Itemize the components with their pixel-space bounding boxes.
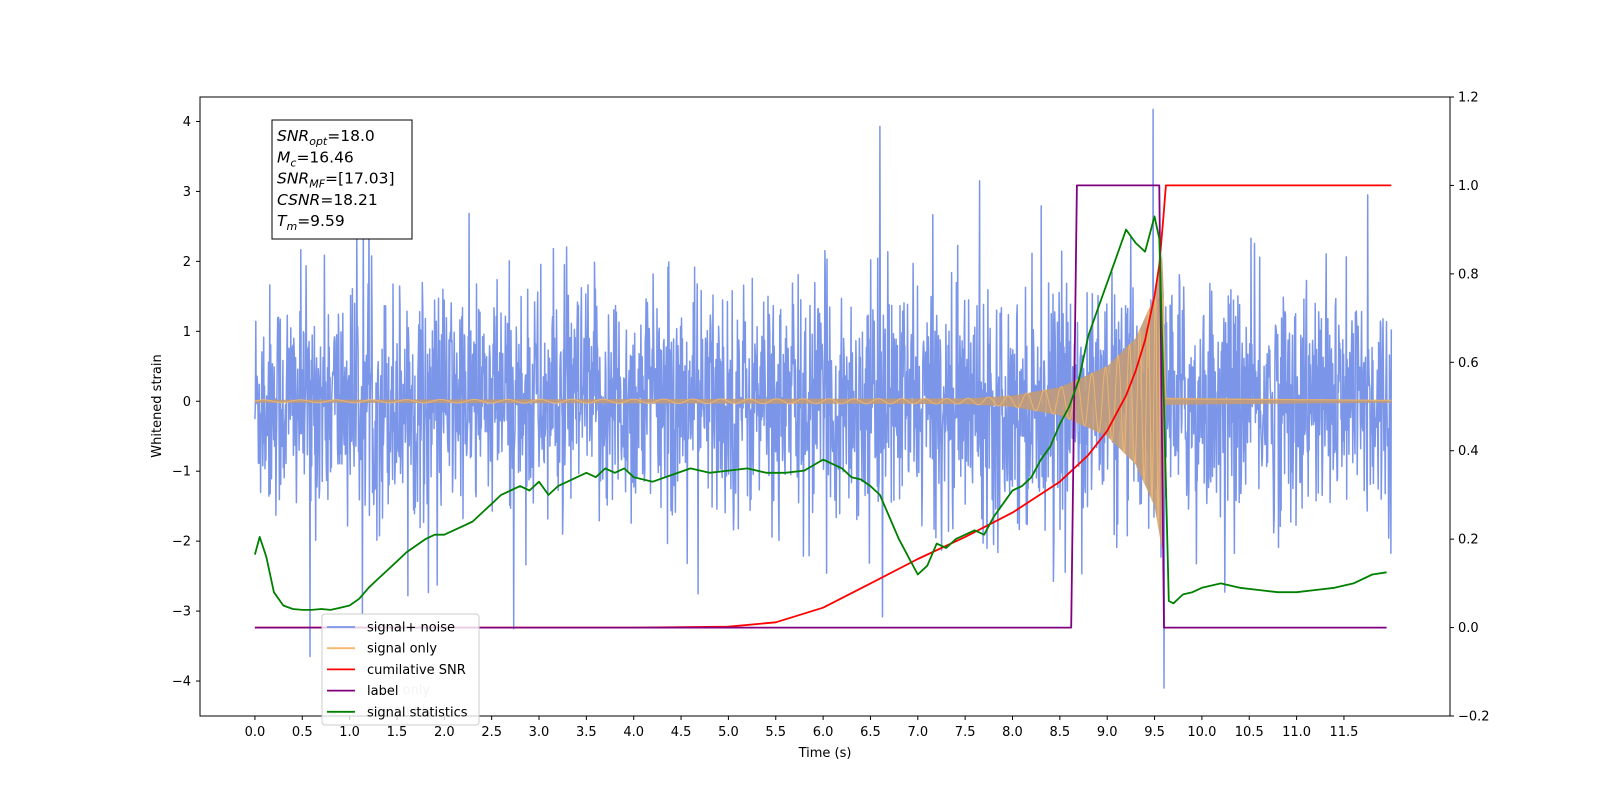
y-right-tick-label: −0.2 [1458,710,1490,725]
info-box-line: Tm=9.59 [277,212,345,233]
y-axis-label: Whitened strain [150,354,165,457]
y-right-tick-label: 0.2 [1458,533,1479,548]
y-right-tick-label: 1.2 [1458,91,1479,106]
y-right-tick-label: 0.6 [1458,356,1479,371]
info-box: SNRopt=18.0Mc=16.46SNRMF=[17.03]CSNR=18.… [271,119,413,240]
x-tick-label: 3.5 [576,725,597,740]
y-right-tick-label: 0.4 [1458,444,1479,459]
x-tick-label: 9.0 [1097,725,1118,740]
info-symbol: SNR [277,127,309,145]
y-left-tick-label: −3 [172,605,191,620]
x-tick-label: 10.5 [1235,725,1264,740]
info-symbol: M [277,148,290,166]
y-left-tick-label: 3 [183,185,191,200]
y-right-tick-label: 0.8 [1458,267,1479,282]
legend-label: signal only [367,642,437,657]
y-left-tick-label: −2 [172,535,191,550]
x-tick-label: 8.5 [1050,725,1071,740]
info-value: =[17.03] [325,170,394,188]
info-subscript: m [286,220,297,233]
x-tick-label: 1.0 [339,725,360,740]
x-tick-label: 0.5 [292,725,313,740]
legend-label: signal statistics [367,705,468,720]
x-tick-label: 4.0 [623,725,644,740]
info-value: =16.46 [296,148,353,166]
series-line-label [254,184,1387,629]
series-line-signal-only [254,263,1392,548]
plot-area [254,108,1393,689]
info-subscript: opt [309,135,328,148]
x-tick-label: 8.0 [1002,725,1023,740]
info-value: =18.21 [320,191,377,209]
x-tick-label: 11.0 [1282,725,1311,740]
legend-label: cumilative SNR [367,663,466,678]
series-line-signal-statistics [254,215,1387,611]
x-axis-label: Time (s) [798,746,852,761]
x-tick-label: 11.5 [1329,725,1358,740]
x-tick-label: 7.0 [907,725,928,740]
y-left-tick-label: 4 [183,115,191,130]
info-box-line: SNRopt=18.0 [277,127,375,148]
x-tick-label: 10.0 [1187,725,1216,740]
info-value: =18.0 [327,127,375,145]
x-tick-label: 3.0 [529,725,550,740]
info-subscript: MF [309,178,325,191]
x-tick-label: 4.5 [671,725,692,740]
series-line-signal-noise [254,108,1393,689]
x-tick-label: 9.5 [1144,725,1165,740]
x-tick-label: 5.5 [765,725,786,740]
info-box-line: Mc=16.46 [277,148,354,169]
x-tick-label: 6.5 [860,725,881,740]
x-tick-label: 2.5 [481,725,502,740]
info-subscript: c [290,156,296,169]
y-right-tick-label: 1.0 [1458,179,1479,194]
axes-frame [199,96,1451,717]
x-tick-label: 1.5 [387,725,408,740]
legend: label onlynoise onlysignal+ noisesignal … [321,613,480,726]
y-left-tick-label: 0 [183,395,191,410]
x-tick-label: 5.0 [718,725,739,740]
y-left-tick-label: 1 [183,325,191,340]
y-right-tick-label: 0.0 [1458,621,1479,636]
info-box-line: SNRMF=[17.03] [277,170,395,191]
info-box-frame [271,119,413,240]
info-symbol: T [277,212,288,230]
info-symbol: CSNR [277,191,320,209]
y-left-tick-label: 2 [183,255,191,270]
legend-frame [321,613,480,726]
legend-label: signal+ noise [367,621,455,636]
x-tick-label: 7.5 [955,725,976,740]
info-symbol: SNR [277,170,309,188]
info-box-line: CSNR=18.21 [277,191,378,209]
y-left-tick-label: −1 [172,465,191,480]
legend-label: label [367,684,398,699]
x-tick-label: 6.0 [813,725,834,740]
axis-ticks: 0.0 0.5 1.0 1.5 2.0 2.5 3.0 3.5 4.0 4.5 5.0 5.5 6.0 6… [172,91,1490,741]
x-tick-label: 0.0 [245,725,266,740]
x-tick-label: 2.0 [434,725,455,740]
info-value: =9.59 [297,212,345,230]
y-left-tick-label: −4 [172,675,191,690]
